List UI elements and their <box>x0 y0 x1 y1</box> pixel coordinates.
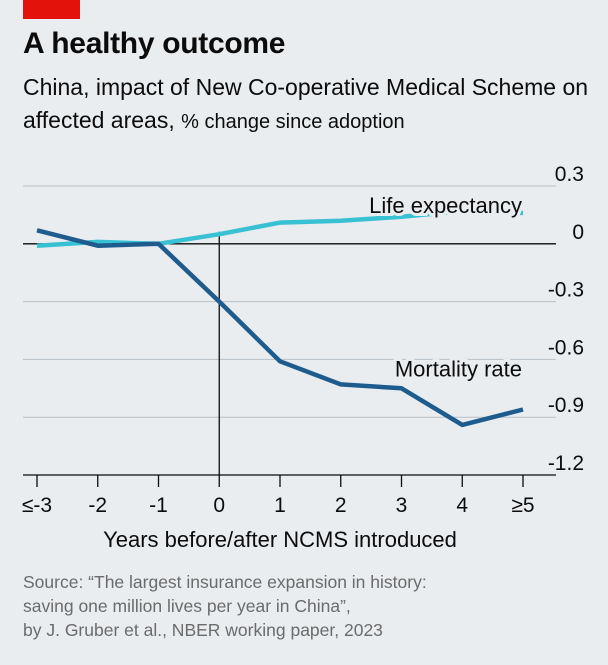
x-axis-label: Years before/after NCMS introduced <box>103 527 457 552</box>
x-tick-label: 0 <box>213 494 225 517</box>
x-tick-label: ≥5 <box>511 494 534 517</box>
line-chart: 0.3 0 -0.3 -0.6 -0.9 -1.2 ≤-3 -2 -1 0 1 2 3 4 ≥5 Life e… <box>22 163 584 517</box>
mortality-rate-line <box>36 228 524 428</box>
source-line: Source: “The largest insurance expansion… <box>23 572 427 592</box>
y-tick-label: -0.3 <box>548 279 584 302</box>
source-note: Source: “The largest insurance expansion… <box>23 570 593 642</box>
x-tick-label: 2 <box>335 494 347 517</box>
brand-red-tag <box>23 0 80 19</box>
y-tick-label: -0.6 <box>548 336 584 359</box>
x-tick-label: 4 <box>456 494 468 517</box>
source-line: by J. Gruber et al., NBER working paper,… <box>23 620 383 640</box>
subtitle-unit: % change since adoption <box>181 111 405 133</box>
y-tick-label: -0.9 <box>548 394 584 417</box>
x-tick-label: -1 <box>149 494 168 517</box>
source-line: saving one million lives per year in Chi… <box>23 596 351 616</box>
chart-title: A healthy outcome <box>23 27 286 60</box>
life-expectancy-line <box>36 208 524 248</box>
series-label: Life expectancy <box>369 193 522 218</box>
y-tick-label: 0.3 <box>555 163 584 186</box>
x-tick-label: 3 <box>396 494 408 517</box>
x-tick-label: ≤-3 <box>22 494 52 517</box>
y-tick-label: 0 <box>572 221 584 244</box>
chart-subtitle: China, impact of New Co-operative Medica… <box>23 71 593 139</box>
x-tick-label: -2 <box>88 494 107 517</box>
y-tick-label: -1.2 <box>548 452 584 475</box>
series-label: Mortality rate <box>395 356 522 381</box>
subtitle-text: China, impact of New Co-operative Medica… <box>23 74 589 133</box>
x-tick-label: 1 <box>274 494 286 517</box>
